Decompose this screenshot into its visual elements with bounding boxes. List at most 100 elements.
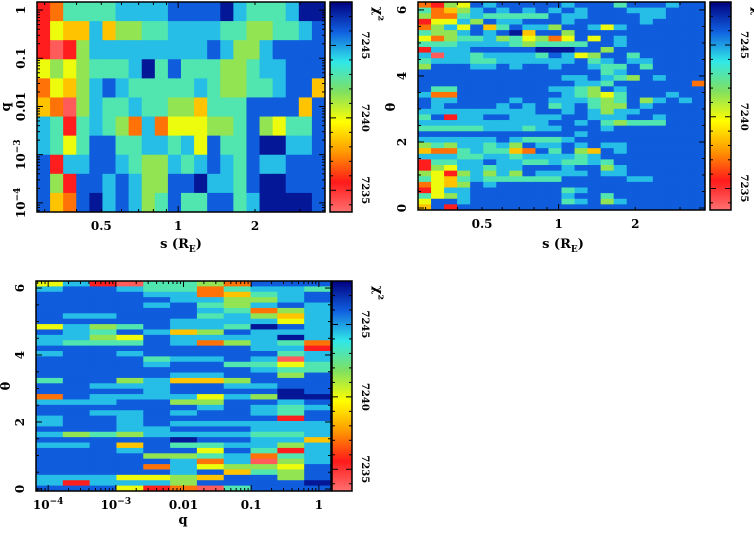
heatmap-cell: [115, 59, 130, 79]
heatmap-cell: [548, 75, 562, 82]
heatmap-cell: [36, 421, 64, 427]
heatmap-cell: [63, 97, 77, 118]
heatmap-cell: [223, 324, 252, 330]
heatmap-cell: [613, 63, 628, 70]
heatmap-cell: [194, 59, 208, 79]
heatmap-cell: [665, 125, 680, 132]
heatmap-cell: [418, 63, 432, 70]
heatmap-cell: [626, 120, 641, 127]
heatmap-cell: [223, 351, 252, 357]
heatmap-cell: [62, 480, 91, 487]
heatmap-cell: [470, 193, 484, 200]
y-axis-title: θ: [384, 102, 399, 111]
heatmap-cell: [600, 125, 615, 132]
heatmap-cell: [626, 69, 641, 76]
heatmap-cell: [62, 469, 91, 476]
heatmap-cell: [613, 41, 628, 48]
heatmap-cell: [535, 63, 549, 70]
heatmap-cell: [207, 21, 221, 41]
heatmap-cell: [548, 187, 562, 194]
heatmap-cell: [250, 307, 278, 314]
heatmap-cell: [431, 80, 445, 87]
heatmap-cell: [116, 415, 144, 422]
heatmap-cell: [483, 97, 497, 104]
heatmap-cell: [194, 135, 208, 156]
heatmap-cell: [678, 35, 693, 42]
plot-frame: [417, 1, 706, 211]
heatmap-cell: [509, 204, 523, 211]
heatmap-cell: [613, 97, 628, 104]
heatmap-cell: [62, 286, 91, 293]
heatmap-cell: [277, 415, 305, 422]
heatmap-cell: [418, 46, 432, 54]
heatmap-cell: [678, 13, 693, 20]
heatmap-cell: [223, 383, 252, 390]
heatmap-cell: [181, 173, 195, 194]
heatmap-cell: [626, 86, 641, 93]
heatmap-cell: [143, 480, 171, 487]
heatmap-cell: [89, 78, 103, 98]
heatmap-cell: [652, 136, 667, 144]
heatmap-cell: [431, 24, 445, 31]
heatmap-cell: [496, 63, 510, 70]
heatmap-cell: [548, 58, 562, 65]
heatmap-cell: [154, 154, 169, 175]
heatmap-cell: [143, 318, 171, 325]
heatmap-cell: [431, 125, 445, 132]
heatmap-cell: [116, 426, 144, 433]
heatmap-cell: [233, 192, 247, 213]
heatmap-cell: [626, 7, 641, 14]
heatmap-cell: [170, 404, 198, 411]
heatmap-cell: [36, 410, 64, 417]
heatmap-cell: [143, 345, 171, 352]
heatmap-cell: [116, 307, 144, 314]
heatmap-cell: [600, 58, 615, 65]
colorbar-tick-label: 7240: [359, 104, 370, 132]
heatmap-cell: [170, 329, 198, 336]
heatmap-cell: [535, 97, 549, 104]
heatmap-cell: [639, 75, 654, 82]
heatmap-cell: [116, 356, 144, 363]
heatmap-cell: [181, 59, 195, 79]
heatmap-cell: [457, 125, 471, 132]
heatmap-cell: [587, 13, 602, 20]
heatmap-cell: [115, 21, 130, 41]
heatmap-cell: [522, 41, 536, 48]
heatmap-cell: [496, 176, 510, 183]
heatmap-cell: [36, 340, 64, 347]
heatmap-cell: [561, 86, 576, 93]
heatmap-cell: [196, 356, 225, 363]
heatmap-cell: [574, 7, 589, 14]
heatmap-cell: [652, 2, 667, 9]
heatmap-cell: [220, 21, 234, 41]
heatmap-cell: [196, 340, 225, 347]
heatmap-cell: [62, 464, 91, 470]
heatmap-cell: [116, 345, 144, 352]
heatmap-cell: [509, 165, 523, 172]
heatmap-cell: [431, 18, 445, 25]
heatmap-cell: [431, 198, 445, 205]
heatmap-cell: [37, 59, 51, 79]
heatmap-cell: [470, 75, 484, 82]
heatmap-cell: [652, 46, 667, 54]
heatmap-cell: [418, 165, 432, 172]
heatmap-cell: [535, 13, 549, 20]
heatmap-cell: [548, 198, 562, 205]
heatmap-cell: [457, 165, 471, 172]
heatmap-cell: [639, 170, 654, 177]
heatmap-cell: [626, 91, 641, 99]
heatmap-cell: [277, 313, 305, 320]
heatmap-cell: [418, 176, 432, 183]
heatmap-cell: [115, 154, 130, 175]
heatmap-cell: [574, 58, 589, 65]
heatmap-cell: [298, 78, 313, 98]
heatmap-cell: [626, 13, 641, 20]
heatmap-cell: [496, 18, 510, 25]
heatmap-cell: [665, 181, 680, 189]
heatmap-cell: [170, 383, 198, 390]
heatmap-cell: [36, 415, 64, 422]
heatmap-cell: [154, 21, 169, 41]
heatmap-cell: [457, 46, 471, 54]
heatmap-cell: [626, 52, 641, 59]
heatmap-cell: [691, 18, 706, 25]
